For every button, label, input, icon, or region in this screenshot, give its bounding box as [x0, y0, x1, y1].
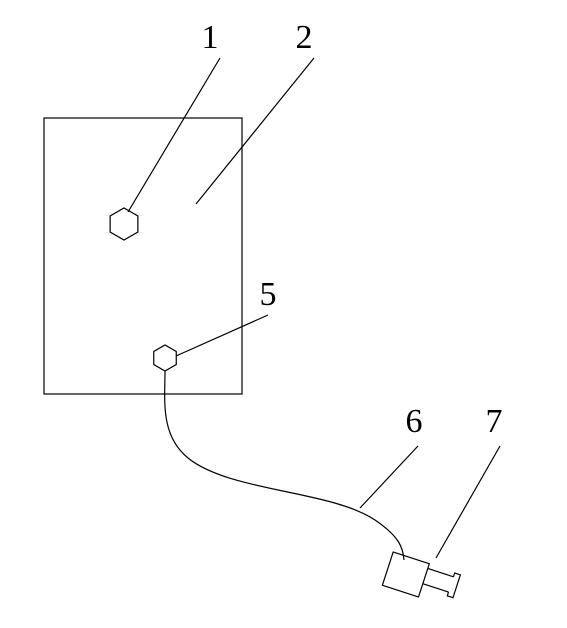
callout-7: 7: [436, 403, 503, 558]
label-2: 2: [296, 19, 313, 56]
callout-5: 5: [176, 276, 277, 356]
cable-6: [165, 371, 404, 560]
hex-5: [154, 345, 177, 371]
label-7: 7: [486, 403, 503, 440]
diagram-canvas: 1 2 5 6 7: [0, 0, 567, 628]
label-1: 1: [202, 19, 219, 56]
callouts: 1 2 5 6 7: [128, 19, 503, 558]
plug-7: [382, 552, 460, 607]
diagram-layer: 1 2 5 6 7: [44, 19, 503, 607]
label-6: 6: [406, 403, 423, 440]
callout-1: 1: [128, 19, 220, 212]
hex-1: [110, 208, 138, 240]
box-2: [44, 118, 242, 394]
label-5: 5: [260, 276, 277, 313]
callout-6: 6: [360, 403, 423, 508]
